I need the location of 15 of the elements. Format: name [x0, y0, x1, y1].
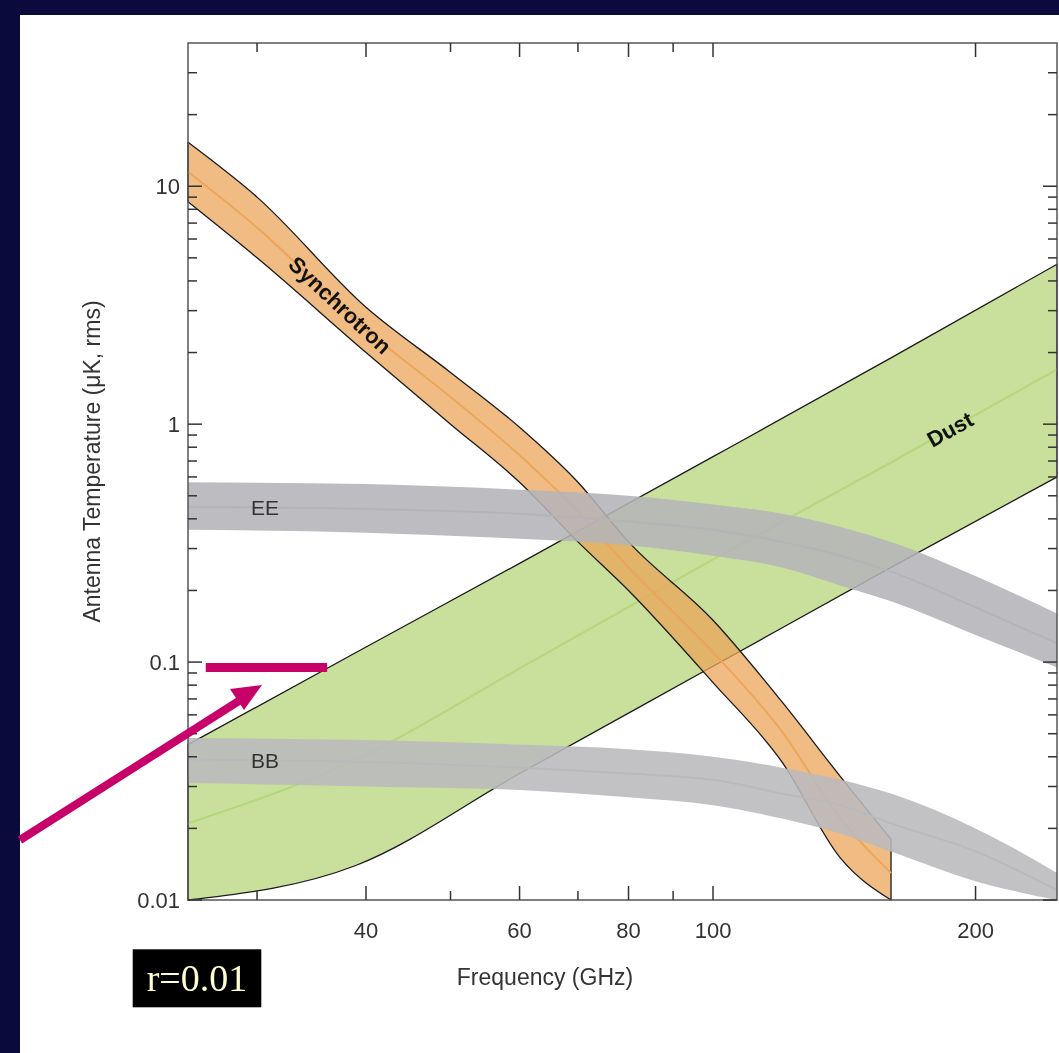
x-tick-label: 200	[957, 918, 994, 943]
series-label: BB	[250, 748, 280, 772]
text: r=0.01	[146, 957, 248, 1000]
x-axis-title: Frequency (GHz)	[456, 964, 634, 990]
text: Dust	[922, 406, 979, 453]
x-tick-label: 60	[507, 918, 532, 943]
x-tick-label: 40	[353, 918, 379, 943]
series-label: EE	[250, 496, 280, 520]
y-tick-label: 10	[155, 173, 180, 199]
y-tick-label: 0.01	[137, 887, 180, 913]
y-tick-label: 1	[167, 411, 180, 437]
x-tick-label: 80	[616, 918, 641, 943]
y-axis-title: Antenna Temperature (μK, rms)	[79, 300, 105, 623]
y-tick-label: 0.1	[149, 649, 180, 675]
x-tick-label: 100	[694, 918, 732, 943]
